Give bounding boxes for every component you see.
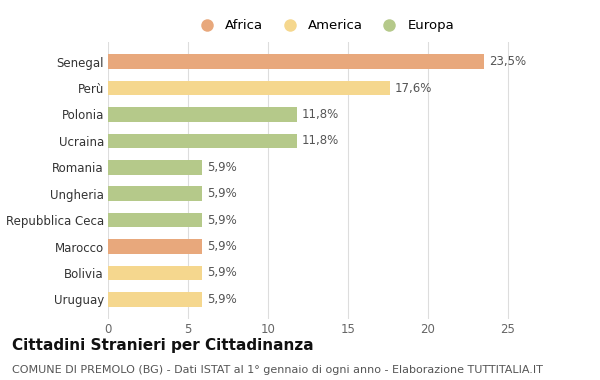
Text: Cittadini Stranieri per Cittadinanza: Cittadini Stranieri per Cittadinanza <box>12 338 314 353</box>
Text: 11,8%: 11,8% <box>302 108 339 121</box>
Bar <box>108 81 389 95</box>
Bar <box>108 134 297 148</box>
Text: 5,9%: 5,9% <box>207 266 237 279</box>
Text: 5,9%: 5,9% <box>207 240 237 253</box>
Text: 17,6%: 17,6% <box>394 82 432 95</box>
Bar <box>108 292 202 307</box>
Text: 5,9%: 5,9% <box>207 214 237 226</box>
Bar <box>108 187 202 201</box>
Text: COMUNE DI PREMOLO (BG) - Dati ISTAT al 1° gennaio di ogni anno - Elaborazione TU: COMUNE DI PREMOLO (BG) - Dati ISTAT al 1… <box>12 365 543 375</box>
Bar <box>108 266 202 280</box>
Text: 11,8%: 11,8% <box>302 135 339 147</box>
Bar <box>108 54 484 69</box>
Bar <box>108 213 202 227</box>
Bar <box>108 239 202 254</box>
Bar <box>108 107 297 122</box>
Text: 5,9%: 5,9% <box>207 187 237 200</box>
Text: 5,9%: 5,9% <box>207 293 237 306</box>
Legend: Africa, America, Europa: Africa, America, Europa <box>193 19 455 32</box>
Text: 5,9%: 5,9% <box>207 161 237 174</box>
Bar <box>108 160 202 174</box>
Text: 23,5%: 23,5% <box>489 55 526 68</box>
